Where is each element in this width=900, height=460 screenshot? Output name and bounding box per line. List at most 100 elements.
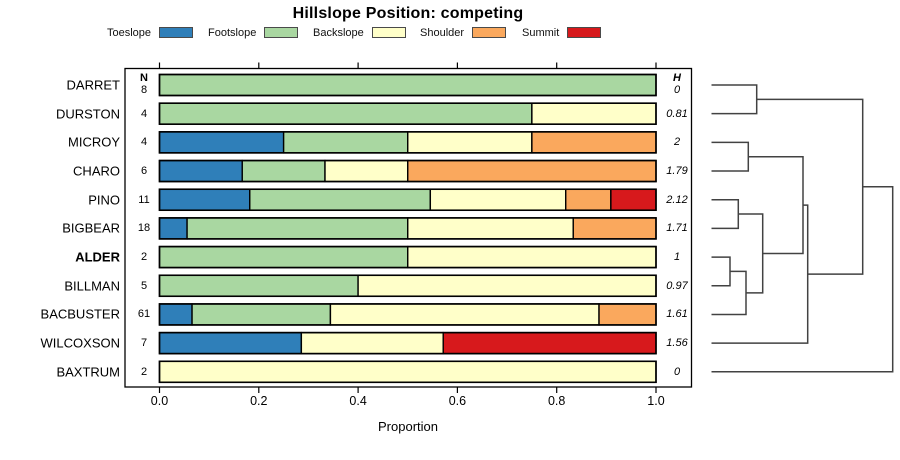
legend-item-toeslope: Toeslope — [107, 25, 194, 40]
n-value: 5 — [140, 279, 148, 292]
bar-segment-toeslope — [158, 188, 251, 211]
n-value: 11 — [138, 193, 150, 206]
category-label-wilcoxson: WILCOXSON — [40, 335, 120, 351]
x-axis-tick-label: 0.6 — [448, 394, 467, 408]
bar-segment-toeslope — [158, 159, 243, 183]
bar-segment-footslope — [282, 131, 409, 154]
category-label-bigbear: BIGBEAR — [62, 220, 120, 236]
bar-outline — [158, 73, 657, 97]
bar-segment-backslope — [407, 245, 657, 269]
dendrogram-branch — [711, 198, 740, 230]
bar-segment-footslope — [158, 73, 657, 97]
bar-segment-footslope — [249, 188, 432, 211]
bar-outline — [158, 331, 657, 355]
legend-label: Toeslope — [107, 26, 152, 39]
n-value: 61 — [137, 308, 151, 321]
bar-segment-toeslope — [158, 217, 188, 240]
n-value: 18 — [137, 222, 151, 235]
h-value: 0 — [673, 84, 681, 96]
x-axis-tick-label: 0.4 — [349, 394, 367, 408]
legend-swatch — [472, 27, 507, 38]
x-axis-tick-label: 0.2 — [250, 394, 268, 408]
legend-swatch — [567, 27, 602, 38]
category-label-darret: DARRET — [66, 77, 120, 93]
bar-segment-toeslope — [158, 303, 193, 326]
bar-segment-footslope — [241, 159, 326, 183]
bar-segment-shoulder — [531, 131, 657, 154]
h-value: 1.61 — [666, 308, 688, 321]
bar-segment-toeslope — [158, 331, 303, 355]
h-value: 1 — [673, 251, 681, 264]
bar-outline — [158, 102, 657, 125]
bar-segment-toeslope — [158, 131, 285, 154]
category-label-charo: CHARO — [73, 163, 120, 179]
h-value: 2.12 — [666, 193, 688, 206]
n-value: 4 — [140, 107, 148, 120]
x-axis-label: Proportion — [378, 419, 438, 434]
bar-segment-footslope — [158, 274, 359, 297]
legend-swatch — [159, 27, 194, 38]
bar-segment-backslope — [324, 159, 409, 183]
legend-label: Backslope — [313, 26, 364, 39]
h-column-header: H — [673, 72, 681, 84]
bar-segment-shoulder — [572, 217, 657, 240]
bar-segment-shoulder — [598, 303, 657, 326]
dendrogram-branch — [711, 204, 809, 344]
bar-outline — [158, 360, 657, 384]
legend-item-footslope: Footslope — [208, 25, 299, 40]
bar-segment-footslope — [186, 217, 409, 240]
legend-item-backslope: Backslope — [313, 25, 406, 40]
bar-segment-summit — [442, 331, 657, 355]
category-label-microy: MICROY — [68, 134, 120, 150]
n-column-header: N — [140, 72, 148, 84]
bar-outline — [158, 188, 657, 212]
dendrogram-branch — [711, 270, 747, 316]
category-label-bacbuster: BACBUSTER — [40, 306, 120, 322]
category-label-durston: DURSTON — [55, 106, 120, 122]
category-label-alder: ALDER — [75, 249, 120, 265]
legend-swatch — [264, 27, 299, 38]
dendrogram-branch — [711, 141, 750, 172]
bar-outline — [158, 217, 657, 240]
bar-segment-backslope — [531, 102, 657, 125]
bar-outline — [158, 274, 657, 298]
x-axis-tick-label: 0.8 — [547, 394, 566, 408]
dendrogram-branch — [711, 185, 894, 373]
bar-segment-footslope — [158, 245, 409, 269]
bar-segment-backslope — [357, 274, 657, 297]
category-label-baxtrum: BAXTRUM — [56, 364, 120, 380]
chart-title: Hillslope Position: competing — [292, 5, 524, 22]
category-label-billman: BILLMAN — [64, 278, 120, 294]
plot-frame — [124, 67, 693, 388]
x-axis-tick-label: 0.0 — [150, 394, 169, 408]
n-value: 4 — [140, 136, 148, 149]
bar-segment-backslope — [407, 217, 574, 240]
n-value: 2 — [140, 365, 148, 378]
bar-segment-summit — [610, 188, 657, 211]
n-value: 2 — [140, 251, 148, 264]
bar-segment-backslope — [300, 331, 444, 355]
h-value: 0.81 — [666, 107, 688, 120]
legend-label: Shoulder — [420, 26, 465, 39]
category-label-pino: PINO — [88, 192, 120, 208]
dendrogram-branch — [711, 256, 731, 287]
h-value: 0 — [673, 365, 681, 378]
bar-segment-backslope — [429, 188, 567, 211]
bar-outline — [158, 245, 657, 269]
h-value: 2 — [673, 136, 681, 149]
h-value: 1.56 — [666, 337, 688, 350]
bar-outline — [158, 303, 657, 326]
bar-segment-backslope — [407, 131, 533, 154]
n-value: 6 — [140, 165, 148, 178]
n-value: 7 — [140, 337, 148, 350]
n-value: 8 — [140, 84, 148, 96]
dendrogram-branch — [756, 98, 864, 275]
bar-segment-footslope — [158, 102, 533, 125]
legend-item-summit: Summit — [522, 25, 602, 40]
bar-segment-footslope — [191, 303, 332, 326]
x-axis-tick-label: 1.0 — [647, 394, 665, 408]
bar-outline — [158, 159, 657, 183]
legend-label: Footslope — [208, 26, 257, 39]
